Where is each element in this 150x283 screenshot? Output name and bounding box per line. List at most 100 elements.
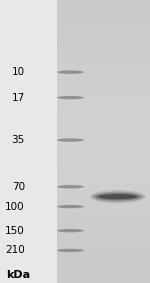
Bar: [57, 39, 150, 42]
Bar: [57, 166, 150, 170]
Text: 150: 150: [5, 226, 25, 236]
Bar: [57, 60, 150, 64]
Text: 17: 17: [12, 93, 25, 103]
Bar: [57, 251, 150, 255]
Bar: [57, 134, 150, 138]
Bar: [57, 21, 150, 25]
Text: 35: 35: [12, 135, 25, 145]
Bar: [57, 50, 150, 53]
Bar: [57, 149, 150, 152]
Bar: [57, 106, 150, 110]
Bar: [57, 78, 150, 82]
Bar: [57, 92, 150, 96]
Text: kDa: kDa: [6, 270, 30, 280]
Bar: [57, 7, 150, 11]
Bar: [57, 219, 150, 223]
Bar: [57, 4, 150, 7]
Ellipse shape: [92, 192, 143, 202]
Bar: [57, 280, 150, 283]
Bar: [57, 14, 150, 18]
Text: 100: 100: [5, 201, 25, 212]
Bar: [57, 28, 150, 32]
Bar: [57, 96, 150, 99]
Bar: [57, 152, 150, 156]
Ellipse shape: [90, 190, 146, 203]
Bar: [57, 117, 150, 120]
Bar: [57, 198, 150, 201]
Bar: [57, 248, 150, 251]
Bar: [57, 110, 150, 113]
Bar: [57, 42, 150, 46]
Bar: [57, 35, 150, 39]
Ellipse shape: [57, 138, 84, 142]
Bar: [57, 145, 150, 149]
Bar: [57, 88, 150, 92]
Bar: [57, 230, 150, 233]
Bar: [57, 237, 150, 241]
Bar: [57, 142, 150, 145]
Bar: [57, 258, 150, 262]
Bar: [57, 244, 150, 248]
Bar: [57, 156, 150, 159]
Bar: [57, 163, 150, 166]
Bar: [57, 0, 150, 3]
Bar: [57, 209, 150, 212]
Bar: [57, 195, 150, 198]
Bar: [57, 276, 150, 280]
Ellipse shape: [95, 193, 141, 200]
Ellipse shape: [57, 96, 84, 99]
Bar: [57, 233, 150, 237]
Bar: [57, 18, 150, 21]
Bar: [57, 32, 150, 35]
Bar: [57, 103, 150, 106]
Bar: [57, 159, 150, 163]
Bar: [57, 255, 150, 258]
Ellipse shape: [57, 70, 84, 74]
Bar: [57, 82, 150, 85]
Bar: [57, 53, 150, 57]
Bar: [57, 138, 150, 142]
Bar: [57, 113, 150, 117]
Bar: [57, 67, 150, 71]
Bar: [57, 177, 150, 181]
Bar: [57, 181, 150, 184]
Bar: [57, 187, 150, 191]
Bar: [57, 226, 150, 230]
Bar: [57, 241, 150, 244]
Bar: [57, 120, 150, 124]
Bar: [57, 265, 150, 269]
Bar: [57, 0, 150, 283]
Text: 70: 70: [12, 182, 25, 192]
Bar: [57, 216, 150, 219]
Bar: [57, 170, 150, 173]
Bar: [57, 124, 150, 127]
Bar: [57, 11, 150, 14]
Bar: [57, 64, 150, 67]
Ellipse shape: [57, 185, 84, 188]
Bar: [57, 262, 150, 265]
Bar: [57, 201, 150, 205]
Bar: [57, 46, 150, 50]
Bar: [57, 99, 150, 103]
Bar: [57, 223, 150, 226]
Text: 210: 210: [5, 245, 25, 256]
Ellipse shape: [57, 205, 84, 208]
Bar: [57, 191, 150, 195]
Ellipse shape: [57, 229, 84, 232]
Bar: [57, 205, 150, 209]
Bar: [57, 127, 150, 131]
Ellipse shape: [98, 194, 137, 199]
Bar: [57, 71, 150, 74]
Bar: [57, 57, 150, 60]
Bar: [57, 272, 150, 276]
Bar: [57, 184, 150, 187]
Bar: [57, 212, 150, 216]
Ellipse shape: [57, 249, 84, 252]
Bar: [57, 269, 150, 272]
Bar: [57, 85, 150, 88]
Text: 10: 10: [12, 67, 25, 77]
Bar: [57, 25, 150, 28]
Bar: [57, 173, 150, 177]
Bar: [57, 74, 150, 78]
Bar: [57, 131, 150, 134]
